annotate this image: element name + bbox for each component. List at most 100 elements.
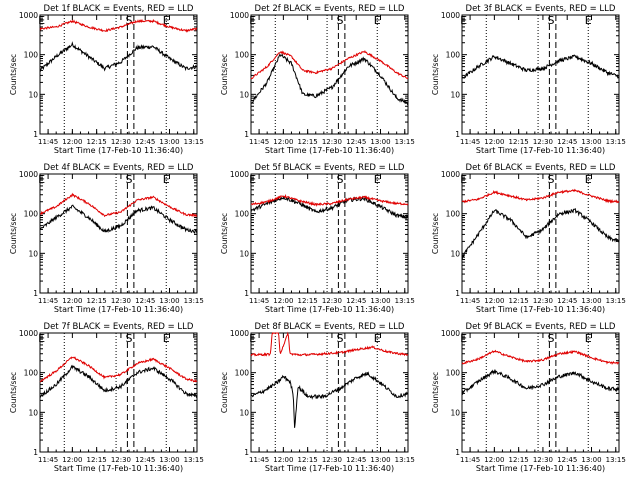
- y-tick-label: 10: [239, 249, 249, 258]
- events-series-line: [39, 364, 198, 399]
- x-axis-label: Start Time (17-Feb-10 11:36:40): [476, 305, 605, 314]
- x-axis-label: Start Time (17-Feb-10 11:36:40): [54, 305, 183, 314]
- x-tick-label: 12:45: [346, 456, 366, 464]
- y-tick-label: 10: [450, 249, 460, 258]
- panel-title: Det 4f BLACK = Events, RED = LLD: [44, 163, 194, 173]
- interval-marker: S: [126, 14, 133, 27]
- x-tick-label: 12:45: [135, 297, 155, 305]
- x-tick-label: 13:15: [606, 297, 626, 305]
- x-tick-label: 13:15: [606, 456, 626, 464]
- x-tick-label: 13:00: [370, 138, 390, 146]
- events-series-line: [39, 41, 198, 72]
- x-tick-label: 12:30: [111, 138, 131, 146]
- x-tick-label: 13:15: [395, 138, 415, 146]
- y-axis-label: Counts/sec: [9, 54, 18, 95]
- lld-series-line: [39, 356, 198, 383]
- interval-marker: S: [337, 332, 344, 345]
- panel-2: Det 2f BLACK = Events, RED = LLD 1 10 100 10…: [220, 4, 415, 155]
- interval-marker: E: [249, 14, 256, 27]
- y-tick-label: 10: [28, 408, 38, 417]
- x-tick-label: 12:30: [533, 138, 553, 146]
- plot-frame: [39, 332, 198, 453]
- lld-series-line: [39, 18, 198, 33]
- panel-8: Det 8f BLACK = Events, RED = LLD 1 10 100 10…: [220, 322, 415, 473]
- y-tick-label: 1: [244, 448, 249, 457]
- x-tick-label: 12:00: [273, 138, 293, 146]
- x-tick-label: 12:15: [298, 297, 318, 305]
- x-tick-label: 13:00: [581, 456, 601, 464]
- y-axis-label: Counts/sec: [220, 54, 229, 95]
- plot-frame: [461, 14, 620, 135]
- panel-3: Det 3f BLACK = Events, RED = LLD 1 10 100 10…: [431, 4, 626, 155]
- interval-marker: S: [337, 173, 344, 186]
- events-series-line: [250, 53, 409, 106]
- x-tick-label: 13:00: [581, 138, 601, 146]
- x-tick-label: 12:45: [346, 297, 366, 305]
- events-series-line: [461, 54, 620, 79]
- y-tick-label: 1000: [19, 329, 38, 338]
- events-series-line: [39, 204, 198, 235]
- plot-frame: [39, 173, 198, 294]
- panel-title: Det 5f BLACK = Events, RED = LLD: [255, 163, 405, 173]
- y-tick-label: 1000: [19, 170, 38, 179]
- y-tick-label: 1000: [441, 329, 460, 338]
- y-tick-label: 1: [33, 289, 38, 298]
- x-tick-label: 13:00: [159, 456, 179, 464]
- lld-series-line: [461, 188, 620, 204]
- x-axis-label: Start Time (17-Feb-10 11:36:40): [265, 464, 394, 473]
- interval-marker: E: [163, 14, 170, 27]
- y-tick-label: 1: [455, 289, 460, 298]
- y-axis-label: Counts/sec: [431, 213, 440, 254]
- x-axis-label: Start Time (17-Feb-10 11:36:40): [476, 146, 605, 155]
- x-tick-label: 13:15: [395, 297, 415, 305]
- interval-marker: E: [460, 173, 467, 186]
- interval-marker: S: [548, 332, 555, 345]
- x-tick-label: 12:15: [87, 138, 107, 146]
- x-tick-label: 12:45: [557, 297, 577, 305]
- x-tick-label: 11:45: [460, 456, 480, 464]
- events-series-line: [461, 207, 619, 260]
- x-axis-label: Start Time (17-Feb-10 11:36:40): [54, 146, 183, 155]
- x-tick-label: 12:45: [557, 138, 577, 146]
- x-tick-label: 11:45: [38, 297, 58, 305]
- panel-7: Det 7f BLACK = Events, RED = LLD 1 10 100 10…: [9, 322, 204, 473]
- x-tick-label: 12:00: [484, 138, 504, 146]
- lld-series-line: [461, 349, 620, 365]
- x-tick-label: 11:45: [38, 138, 58, 146]
- y-axis-label: Counts/sec: [220, 213, 229, 254]
- interval-marker: E: [38, 14, 45, 27]
- interval-marker: E: [249, 173, 256, 186]
- panel-title: Det 7f BLACK = Events, RED = LLD: [44, 322, 194, 332]
- x-tick-label: 13:15: [184, 297, 204, 305]
- y-tick-label: 1: [244, 289, 249, 298]
- interval-marker: E: [460, 332, 467, 345]
- interval-marker: E: [38, 173, 45, 186]
- panel-title: Det 9f BLACK = Events, RED = LLD: [466, 322, 616, 332]
- x-tick-label: 12:45: [346, 138, 366, 146]
- interval-marker: E: [585, 14, 592, 27]
- interval-marker: E: [374, 14, 381, 27]
- x-axis-label: Start Time (17-Feb-10 11:36:40): [265, 146, 394, 155]
- x-tick-label: 11:45: [460, 138, 480, 146]
- y-tick-label: 100: [446, 210, 461, 219]
- x-tick-label: 12:30: [111, 456, 131, 464]
- y-tick-label: 1: [455, 130, 460, 139]
- x-tick-label: 11:45: [249, 456, 269, 464]
- x-tick-label: 12:30: [111, 297, 131, 305]
- x-tick-label: 12:00: [62, 138, 82, 146]
- plot-frame: [250, 173, 409, 294]
- interval-marker: S: [548, 173, 555, 186]
- y-tick-label: 10: [239, 90, 249, 99]
- panel-9: Det 9f BLACK = Events, RED = LLD 1 10 100 10…: [431, 322, 626, 473]
- interval-marker: E: [460, 14, 467, 27]
- interval-marker: S: [126, 173, 133, 186]
- x-tick-label: 13:15: [606, 138, 626, 146]
- y-tick-label: 100: [24, 369, 39, 378]
- y-axis-label: Counts/sec: [9, 372, 18, 413]
- y-axis-label: Counts/sec: [431, 54, 440, 95]
- panel-title: Det 2f BLACK = Events, RED = LLD: [255, 4, 405, 14]
- panel-6: Det 6f BLACK = Events, RED = LLD 1 10 100 10…: [431, 163, 626, 314]
- x-tick-label: 12:00: [62, 456, 82, 464]
- x-tick-label: 12:30: [322, 138, 342, 146]
